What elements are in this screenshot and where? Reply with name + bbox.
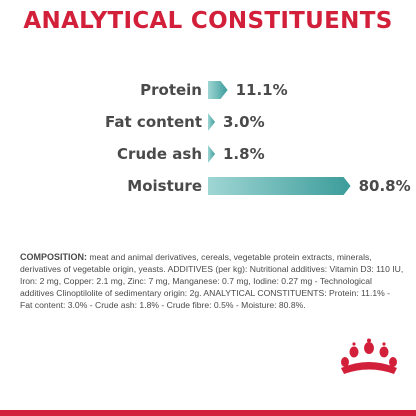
bottom-rule bbox=[0, 410, 416, 416]
category-label-fat-content: Fat content bbox=[105, 113, 202, 131]
value-label-fat-content: 3.0% bbox=[223, 113, 265, 131]
category-label-protein: Protein bbox=[140, 81, 202, 99]
composition-text: COMPOSITION: meat and animal derivatives… bbox=[20, 251, 404, 311]
value-label-protein: 11.1% bbox=[236, 81, 288, 99]
category-label-moisture: Moisture bbox=[127, 177, 202, 195]
bar-fat-content bbox=[208, 113, 215, 131]
bar-crude-ash bbox=[208, 145, 215, 163]
composition-body: meat and animal derivatives, cereals, ve… bbox=[20, 252, 404, 310]
royal-canin-crown-logo bbox=[341, 338, 397, 374]
category-label-crude-ash: Crude ash bbox=[117, 145, 202, 163]
value-label-moisture: 80.8% bbox=[359, 177, 411, 195]
composition-label: COMPOSITION: bbox=[20, 252, 87, 262]
bar-protein bbox=[208, 81, 228, 99]
page-title: ANALYTICAL CONSTITUENTS bbox=[23, 8, 393, 34]
value-label-crude-ash: 1.8% bbox=[223, 145, 265, 163]
constituents-bar-chart: Protein 11.1% Fat content 3.0% Crude ash 1.8%… bbox=[105, 81, 411, 195]
bar-moisture bbox=[208, 177, 351, 195]
